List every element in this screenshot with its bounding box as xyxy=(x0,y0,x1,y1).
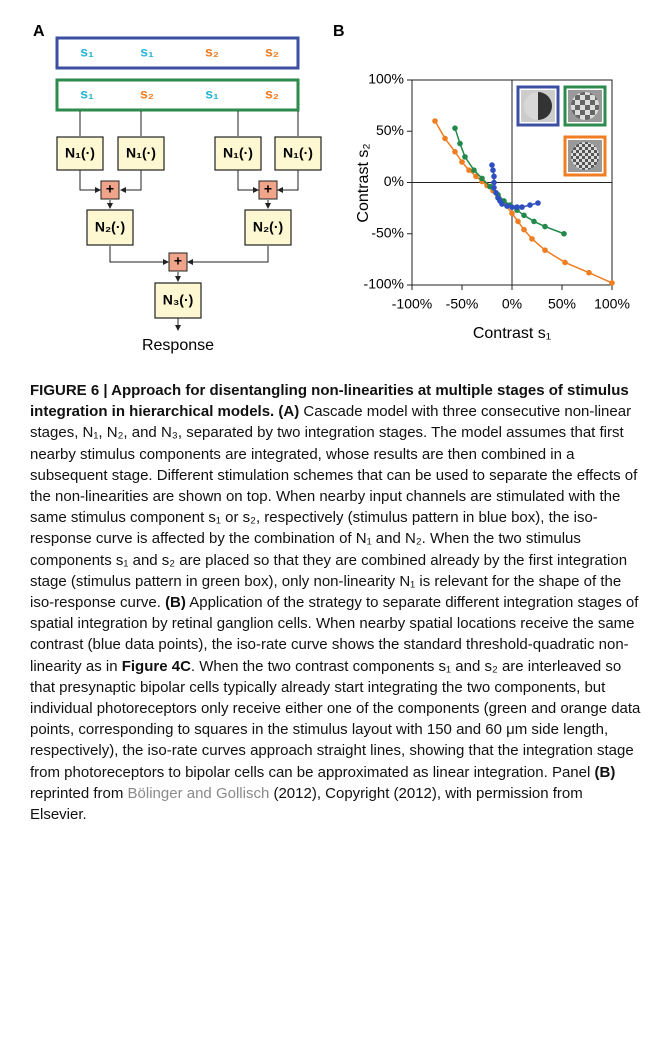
sum-label: + xyxy=(174,253,182,269)
data-point xyxy=(442,136,448,142)
data-point xyxy=(459,159,465,165)
data-point xyxy=(490,167,496,173)
sum-label: + xyxy=(106,181,114,197)
output-label: Response xyxy=(142,337,214,354)
stimulus-label: s₂ xyxy=(140,86,154,102)
node-label: N₁(·) xyxy=(283,145,313,161)
node-label: N₁(·) xyxy=(223,145,253,161)
data-point xyxy=(491,174,497,180)
caption: FIGURE 6 | Approach for disentangling no… xyxy=(30,380,642,825)
data-point xyxy=(499,201,505,207)
y-tick-label: 50% xyxy=(376,122,404,138)
data-point xyxy=(457,141,463,147)
x-tick-label: -100% xyxy=(392,296,432,312)
data-point xyxy=(462,154,468,160)
data-point xyxy=(504,203,510,209)
caption-text: Cascade model with three consecutive non… xyxy=(30,403,637,611)
data-point xyxy=(519,204,525,210)
data-point xyxy=(514,204,520,210)
data-point xyxy=(466,167,472,173)
data-point xyxy=(509,210,515,216)
data-point xyxy=(542,224,548,230)
panel-label: A xyxy=(33,23,45,40)
node-label: N₂(·) xyxy=(95,219,125,235)
y-axis-label: Contrast s₂ xyxy=(355,143,372,222)
data-point xyxy=(452,149,458,155)
data-point xyxy=(527,202,533,208)
data-point xyxy=(542,247,548,253)
data-point xyxy=(521,213,527,219)
data-point xyxy=(561,231,567,237)
y-tick-label: 0% xyxy=(384,173,404,189)
y-tick-label: 100% xyxy=(368,71,404,87)
data-point xyxy=(509,204,515,210)
data-point xyxy=(609,280,615,286)
stimulus-label: s₁ xyxy=(205,86,219,102)
node-label: N₂(·) xyxy=(253,219,283,235)
x-axis-label: Contrast s₁ xyxy=(473,325,551,342)
panel-label: B xyxy=(333,23,345,40)
data-point xyxy=(491,185,497,191)
data-point xyxy=(531,219,537,225)
stimulus-label: s₂ xyxy=(265,86,279,102)
stimulus-label: s₁ xyxy=(140,44,154,60)
x-tick-label: 0% xyxy=(502,296,522,312)
stimulus-label: s₁ xyxy=(80,86,94,102)
y-tick-label: -100% xyxy=(364,276,404,292)
caption-text: Figure 4C xyxy=(122,658,191,675)
n1-boxes: N₁(·) N₁(·) N₁(·) N₁(·) xyxy=(57,137,321,170)
data-point xyxy=(491,180,497,186)
caption-text: (B) xyxy=(165,594,186,611)
y-tick-label: -50% xyxy=(371,224,404,240)
x-tick-label: -50% xyxy=(446,296,479,312)
stimulus-label: s₂ xyxy=(205,44,219,60)
data-point xyxy=(535,200,541,206)
data-point xyxy=(586,270,592,276)
data-point xyxy=(489,162,495,168)
node-label: N₁(·) xyxy=(65,145,95,161)
node-label: N₃(·) xyxy=(163,292,194,308)
page: A B s₁ s₁ s₂ s₂ s₁ s₂ s₁ s₂ N₁(·) N₁(·) … xyxy=(0,0,662,1051)
node-label: N₁(·) xyxy=(126,145,156,161)
caption-text: . When the two contrast components s₁ an… xyxy=(30,658,640,781)
series-line xyxy=(455,128,564,234)
sum-label: + xyxy=(264,181,272,197)
data-point xyxy=(529,236,535,242)
caption-text: reprinted from xyxy=(30,785,128,802)
data-point xyxy=(562,260,568,266)
data-point xyxy=(452,125,458,131)
stimulus-label: s₂ xyxy=(265,44,279,60)
x-tick-label: 100% xyxy=(594,296,630,312)
figure: A B s₁ s₁ s₂ s₂ s₁ s₂ s₁ s₂ N₁(·) N₁(·) … xyxy=(0,0,662,372)
data-point xyxy=(493,190,499,196)
stimulus-insets xyxy=(518,87,605,175)
data-point xyxy=(432,118,438,124)
data-point xyxy=(471,167,477,173)
data-point xyxy=(521,227,527,233)
x-tick-label: 50% xyxy=(548,296,576,312)
caption-text: (B) xyxy=(595,764,616,781)
data-point xyxy=(479,176,485,182)
stimulus-label: s₁ xyxy=(80,44,94,60)
caption-text[interactable]: Bölinger and Gollisch xyxy=(128,785,270,802)
data-point xyxy=(515,219,521,225)
